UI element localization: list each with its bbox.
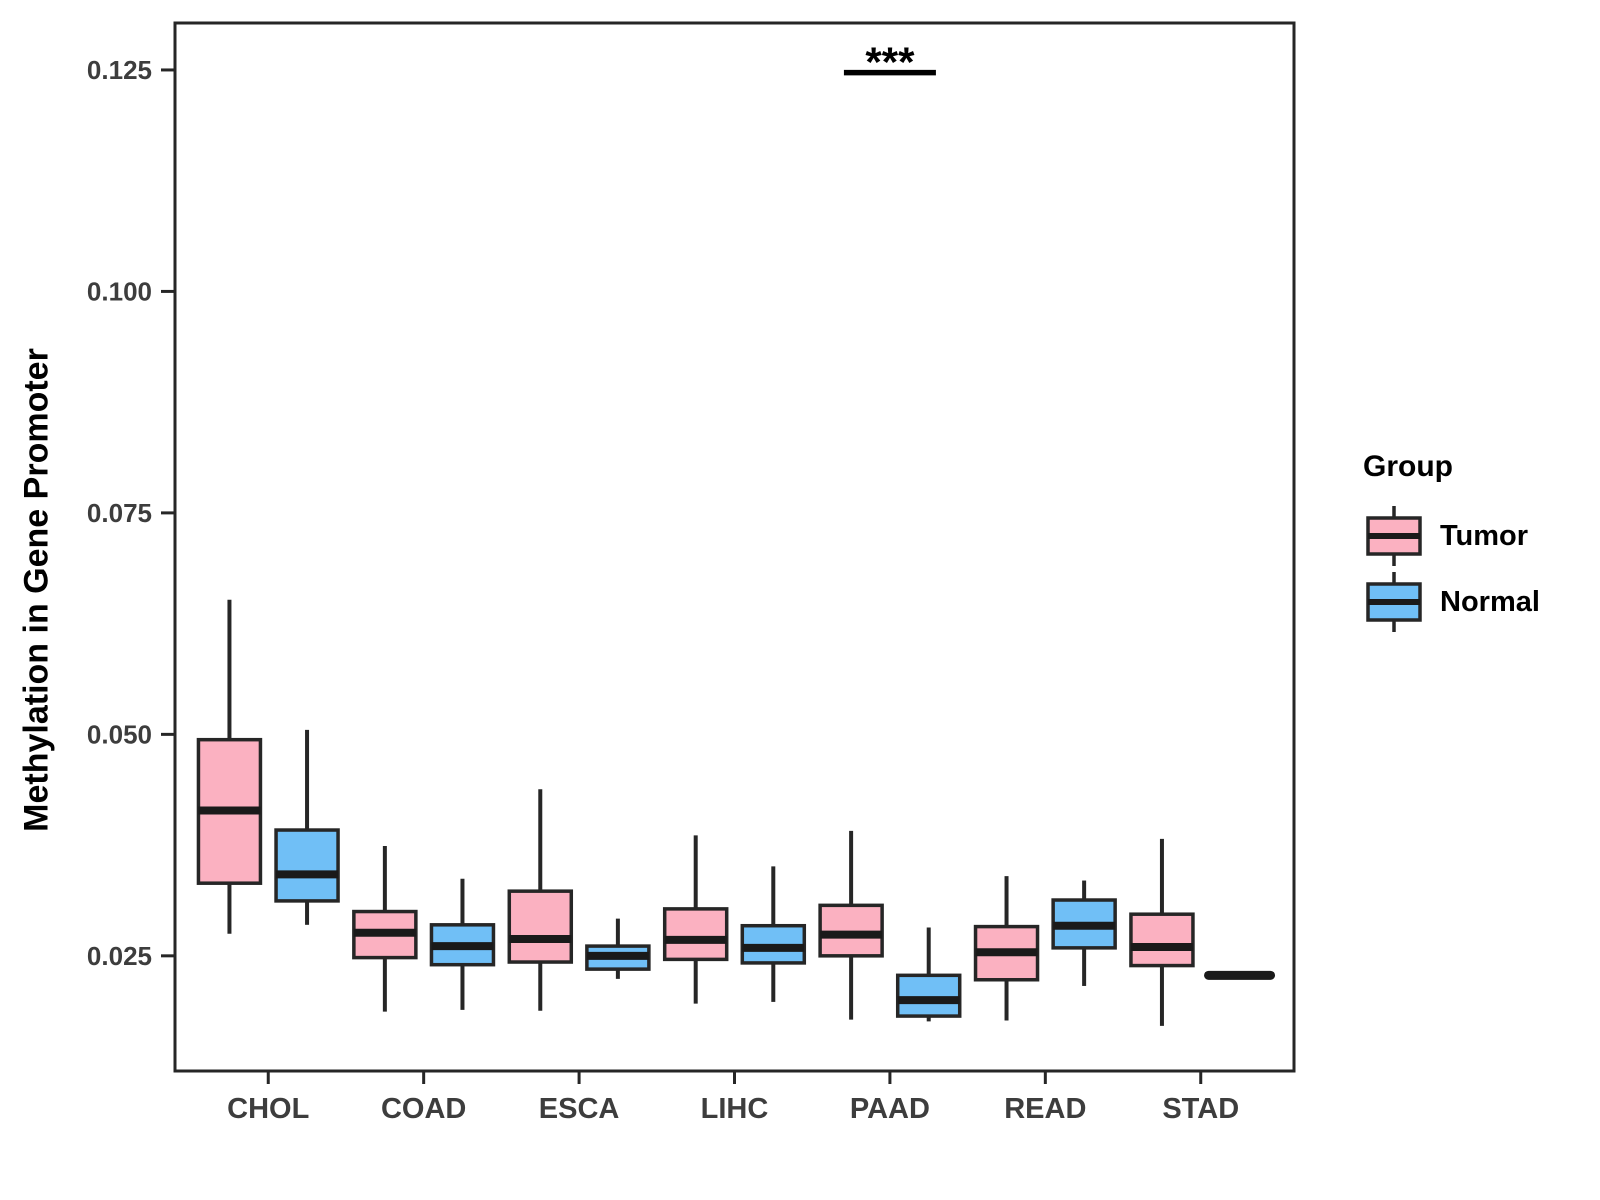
- y-tick-label: 0.100: [87, 276, 152, 306]
- y-axis-title: Methylation in Gene Promoter: [17, 348, 56, 832]
- x-tick-label-stad: STAD: [1162, 1093, 1239, 1125]
- x-tick-label-lihc: LIHC: [701, 1093, 769, 1125]
- tumor-boxplot-key-icon: [1366, 506, 1422, 566]
- legend-label-normal: Normal: [1440, 585, 1540, 618]
- legend: Group Tumor Normal: [1330, 447, 1540, 635]
- legend-title: Group: [1363, 450, 1453, 483]
- normal-boxplot-key-icon: [1366, 572, 1422, 632]
- y-tick-label: 0.050: [87, 719, 152, 749]
- stad-tumor-box: [1129, 912, 1195, 968]
- legend-item-tumor: Tumor: [1364, 503, 1540, 569]
- x-tick-label-esca: ESCA: [539, 1093, 620, 1125]
- x-tick-label-chol: CHOL: [227, 1093, 309, 1125]
- y-tick-label: 0.025: [87, 941, 152, 971]
- lihc-tumor-box: [662, 907, 729, 962]
- plot-panel-border: [173, 21, 1296, 1073]
- legend-item-normal: Normal: [1364, 569, 1540, 635]
- paad-normal-box: [895, 973, 962, 1018]
- significance-stars: ***: [865, 39, 915, 86]
- y-tick-label: 0.075: [87, 498, 152, 528]
- x-tick-label-paad: PAAD: [850, 1093, 930, 1125]
- x-tick-label-coad: COAD: [381, 1093, 466, 1125]
- legend-label-tumor: Tumor: [1440, 519, 1529, 552]
- chol-normal-box: [274, 828, 340, 903]
- x-tick-label-read: READ: [1004, 1093, 1086, 1125]
- esca-tumor-box: [507, 889, 574, 964]
- y-tick-label: 0.125: [87, 55, 152, 85]
